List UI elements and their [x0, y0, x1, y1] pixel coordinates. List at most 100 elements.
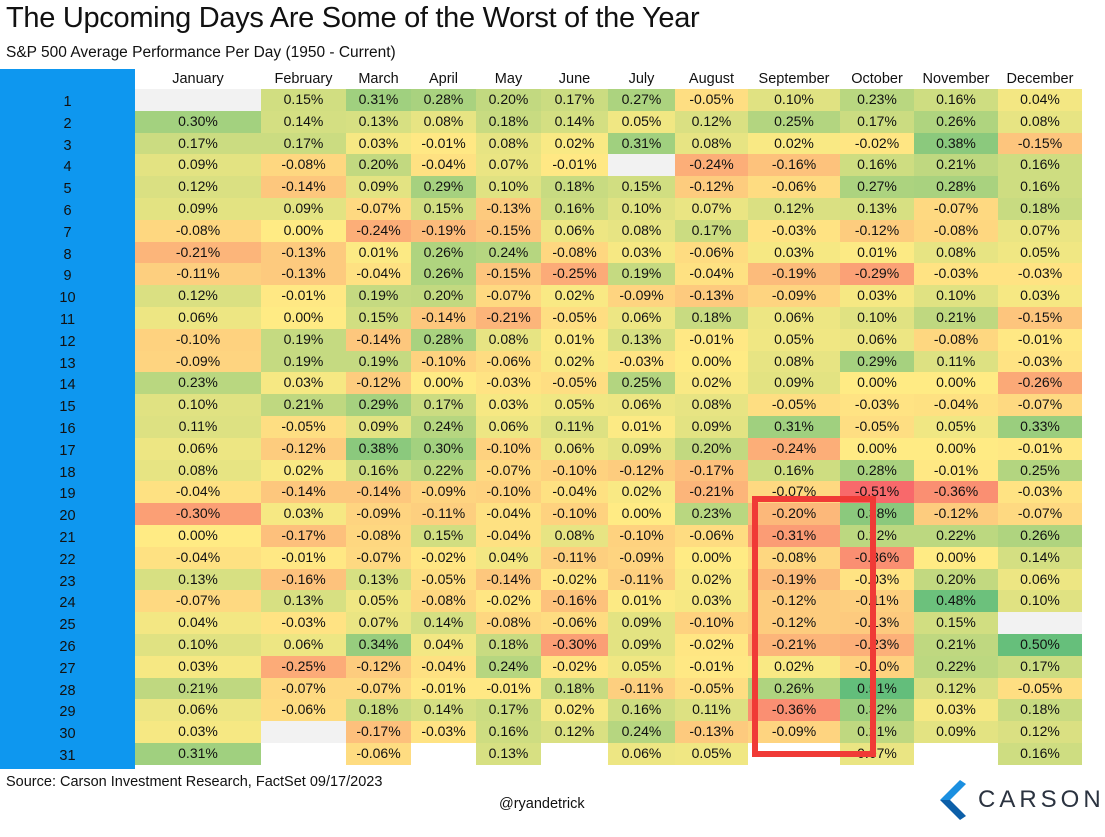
heatmap-cell-december-27: 0.17% — [998, 655, 1082, 679]
heatmap-cell-november-12: -0.08% — [914, 328, 998, 352]
heatmap-cell-january-27: 0.03% — [135, 655, 261, 679]
heatmap-cell-december-1: 0.04% — [998, 89, 1082, 112]
heatmap-cell-may-9: -0.15% — [476, 263, 541, 286]
heatmap-cell-november-25: 0.15% — [914, 612, 998, 635]
heatmap-cell-march-10: 0.19% — [346, 285, 411, 308]
heatmap-cell-march-27: -0.12% — [346, 655, 411, 679]
heatmap-cell-december-3: -0.15% — [998, 132, 1082, 155]
heatmap-cell-february-11: 0.00% — [261, 307, 346, 330]
heatmap-cell-july-12: 0.13% — [608, 328, 675, 352]
heatmap-cell-november-3: 0.38% — [914, 132, 998, 155]
heatmap-cell-september-23: -0.19% — [748, 568, 840, 591]
heatmap-cell-november-29: 0.03% — [914, 699, 998, 722]
row-label-7: 7 — [63, 224, 72, 241]
heatmap-cell-february-14: 0.03% — [261, 372, 346, 395]
heatmap-cell-november-16: 0.05% — [914, 416, 998, 439]
heatmap-cell-april-5: 0.29% — [411, 176, 476, 199]
carson-chevron-logo-icon — [940, 780, 966, 820]
heatmap-cell-december-7: 0.07% — [998, 219, 1082, 243]
heatmap-cell-november-27: 0.22% — [914, 655, 998, 679]
heatmap-cell-september-4: -0.16% — [748, 154, 840, 177]
heatmap-cell-march-20: -0.09% — [346, 503, 411, 526]
heatmap-cell-october-19: -0.51% — [840, 481, 914, 504]
heatmap-cell-december-18: 0.25% — [998, 459, 1082, 482]
heatmap-cell-january-9: -0.11% — [135, 263, 261, 286]
heatmap-cell-october-24: -0.11% — [840, 590, 914, 613]
heatmap-cell-april-27: -0.04% — [411, 655, 476, 679]
heatmap-cell-november-21: 0.22% — [914, 525, 998, 548]
chart-title: The Upcoming Days Are Some of the Worst … — [6, 2, 700, 34]
heatmap-cell-may-5: 0.10% — [476, 176, 541, 199]
heatmap-cell-june-30: 0.12% — [541, 721, 608, 744]
heatmap-cell-december-29: 0.18% — [998, 699, 1082, 722]
heatmap-cell-october-20: 0.38% — [840, 503, 914, 526]
heatmap-cell-july-24: 0.01% — [608, 590, 675, 613]
heatmap-cell-may-3: 0.08% — [476, 132, 541, 155]
heatmap-cell-march-3: 0.03% — [346, 132, 411, 155]
heatmap-cell-december-24: 0.10% — [998, 590, 1082, 613]
heatmap-cell-september-24: -0.12% — [748, 590, 840, 613]
heatmap-cell-june-12: 0.01% — [541, 328, 608, 352]
heatmap-cell-november-15: -0.04% — [914, 394, 998, 417]
row-label-11: 11 — [59, 312, 76, 328]
heatmap-cell-march-31: -0.06% — [346, 743, 411, 766]
row-label-25: 25 — [59, 617, 76, 634]
heatmap-cell-february-19: -0.14% — [261, 481, 346, 504]
row-label-27: 27 — [59, 660, 76, 677]
heatmap-cell-december-31: 0.16% — [998, 743, 1082, 766]
heatmap-cell-march-23: 0.13% — [346, 568, 411, 591]
heatmap-cell-january-29: 0.06% — [135, 699, 261, 722]
heatmap-cell-may-31: 0.13% — [476, 743, 541, 766]
heatmap-cell-december-13: -0.03% — [998, 350, 1082, 373]
heatmap-cell-january-12: -0.10% — [135, 328, 261, 352]
heatmap-cell-may-27: 0.24% — [476, 655, 541, 679]
heatmap-cell-august-18: -0.17% — [675, 459, 748, 482]
heatmap-cell-january-13: -0.09% — [135, 350, 261, 373]
heatmap-cell-september-3: 0.02% — [748, 132, 840, 155]
heatmap-cell-april-16: 0.24% — [411, 416, 476, 439]
heatmap-cell-july-13: -0.03% — [608, 350, 675, 373]
heatmap-cell-july-22: -0.09% — [608, 546, 675, 570]
heatmap-cell-september-26: -0.21% — [748, 634, 840, 657]
heatmap-cell-may-29: 0.17% — [476, 699, 541, 722]
column-header-january: January — [172, 71, 224, 87]
heatmap-cell-october-31: 0.07% — [840, 743, 914, 766]
heatmap-cell-september-1: 0.10% — [748, 89, 840, 112]
heatmap-cell-august-9: -0.04% — [675, 263, 748, 286]
row-label-22: 22 — [59, 551, 76, 568]
heatmap-cell-october-14: 0.00% — [840, 372, 914, 395]
heatmap-cell-december-6: 0.18% — [998, 198, 1082, 221]
heatmap-cell-february-28: -0.07% — [261, 677, 346, 700]
heatmap-cell-september-16: 0.31% — [748, 416, 840, 439]
heatmap-cell-november-8: 0.08% — [914, 241, 998, 264]
heatmap-cell-march-18: 0.16% — [346, 459, 411, 482]
heatmap-cell-august-17: 0.20% — [675, 437, 748, 461]
heatmap-cell-november-5: 0.28% — [914, 176, 998, 199]
heatmap-grid: 0.15% 0.31% 0.28% 0.20% 0.17% 0.27% -0.05% 0.10… — [135, 89, 1105, 769]
heatmap-cell-april-22: -0.02% — [411, 546, 476, 570]
heatmap-cell-february-25: -0.03% — [261, 612, 346, 635]
heatmap-cell-march-2: 0.13% — [346, 110, 411, 134]
heatmap-cell-february-10: -0.01% — [261, 285, 346, 308]
heatmap-cell-june-7: 0.06% — [541, 219, 608, 243]
heatmap-cell-april-2: 0.08% — [411, 110, 476, 134]
heatmap-cell-january-3: 0.17% — [135, 132, 261, 155]
heatmap-cell-april-6: 0.15% — [411, 198, 476, 221]
heatmap-cell-september-21: -0.31% — [748, 525, 840, 548]
heatmap-cell-january-21: 0.00% — [135, 525, 261, 548]
heatmap-cell-march-12: -0.14% — [346, 328, 411, 352]
heatmap-cell-october-12: 0.06% — [840, 328, 914, 352]
heatmap-cell-august-27: -0.01% — [675, 655, 748, 679]
heatmap-cell-april-21: 0.15% — [411, 525, 476, 548]
heatmap-cell-march-25: 0.07% — [346, 612, 411, 635]
heatmap-cell-august-20: 0.23% — [675, 503, 748, 526]
heatmap-cell-march-11: 0.15% — [346, 307, 411, 330]
heatmap-cell-october-13: 0.29% — [840, 350, 914, 373]
heatmap-cell-february-4: -0.08% — [261, 154, 346, 177]
heatmap-cell-september-31 — [748, 743, 840, 766]
column-header-october: October — [851, 71, 903, 87]
heatmap-cell-december-2: 0.08% — [998, 110, 1082, 134]
heatmap-cell-january-26: 0.10% — [135, 634, 261, 657]
heatmap-cell-january-2: 0.30% — [135, 110, 261, 134]
heatmap-cell-august-2: 0.12% — [675, 110, 748, 134]
